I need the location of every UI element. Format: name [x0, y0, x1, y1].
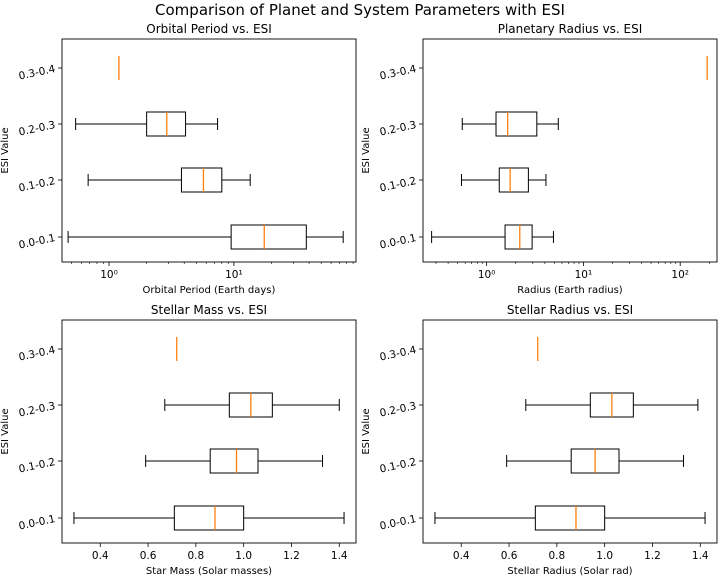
axes-frame [61, 38, 357, 263]
x-tick-label: 1.4 [692, 550, 709, 562]
x-tick-label: 1.4 [331, 550, 348, 562]
x-tick-label: 0.6 [501, 550, 518, 562]
y-tick-label: 0.3-0.4 [18, 63, 57, 83]
y-axis-label: ESI Value [0, 127, 11, 173]
y-tick-label: 0.0-0.1 [379, 513, 418, 532]
x-tick-label: 0.4 [453, 550, 470, 562]
axes-frame [422, 38, 718, 263]
iqr-box [209, 448, 259, 474]
box-0.0-0.1 [67, 224, 344, 250]
y-tick-label: 0.1-0.2 [18, 175, 57, 194]
iqr-box [230, 224, 307, 250]
x-axis-label: Orbital Period (Earth days) [143, 285, 276, 296]
y-axis-label: ESI Value [361, 127, 372, 173]
iqr-box [504, 224, 533, 250]
x-tick-label: 1.0 [596, 550, 613, 562]
subplot-4: 0.4 0.6 0.8 1.0 1.2 1.4 0.0-0.1 0.1-0.2 0.2-0.3 0… [361, 303, 718, 576]
iqr-box [146, 111, 187, 137]
y-tick-label: 0.1-0.2 [379, 456, 418, 475]
box-0.2-0.3 [75, 111, 219, 137]
x-tick-label: 0.6 [140, 550, 157, 562]
x-tick-label: 10¹ [575, 269, 593, 281]
box-0.0-0.1 [431, 224, 554, 250]
x-tick-label: 1.2 [283, 550, 300, 562]
y-tick-label: 0.2-0.3 [379, 400, 418, 419]
iqr-box [173, 505, 245, 531]
x-axis-label: Stellar Radius (Solar rad) [507, 566, 632, 576]
x-tick-label: 1.0 [235, 550, 252, 562]
y-tick-label: 0.2-0.3 [379, 119, 418, 138]
axes-frame [422, 319, 718, 544]
y-tick-label: 0.0-0.1 [18, 513, 57, 532]
x-tick-label: 1.2 [644, 550, 661, 562]
box-0.0-0.1 [73, 505, 345, 531]
subplot-title: Planetary Radius vs. ESI [498, 22, 643, 36]
x-tick-label: 0.8 [188, 550, 205, 562]
x-axis-label: Star Mass (Solar masses) [146, 566, 272, 576]
box-0.1-0.2 [506, 448, 685, 474]
y-tick-label: 0.1-0.2 [379, 175, 418, 194]
iqr-box [534, 505, 606, 531]
y-tick-label: 0.3-0.4 [18, 344, 57, 364]
x-tick-label: 10² [671, 269, 689, 281]
box-0.1-0.2 [461, 167, 547, 193]
y-tick-label: 0.3-0.4 [379, 344, 418, 364]
x-tick-label: 0.4 [92, 550, 109, 562]
y-tick-label: 0.0-0.1 [379, 232, 418, 251]
x-tick-label: 10¹ [225, 269, 243, 281]
y-axis-label: ESI Value [361, 408, 372, 454]
figure-title: Comparison of Planet and System Paramete… [155, 1, 565, 19]
subplot-title: Stellar Radius vs. ESI [507, 303, 633, 317]
x-tick-label: 10⁰ [478, 269, 496, 281]
box-0.1-0.2 [87, 167, 251, 193]
subplot-title: Orbital Period vs. ESI [146, 22, 272, 36]
y-tick-label: 0.0-0.1 [18, 232, 57, 251]
subplot-2: 10⁰ 10¹ 10² 0.0-0.1 0.1-0.2 0.2-0.3 0.3-0.4 Pla… [361, 22, 718, 296]
axes-frame [61, 319, 357, 544]
iqr-box [498, 167, 529, 193]
y-axis-label: ESI Value [0, 408, 11, 454]
subplot-title: Stellar Mass vs. ESI [151, 303, 267, 317]
box-0.2-0.3 [525, 392, 699, 418]
y-tick-label: 0.3-0.4 [379, 63, 418, 83]
box-0.2-0.3 [461, 111, 559, 137]
subplot-1: 10⁰ 10¹ 0.0-0.1 0.1-0.2 0.2-0.3 0.3-0.4 Orbita… [0, 22, 357, 296]
x-axis-label: Radius (Earth radius) [517, 285, 623, 296]
subplot-3: 0.4 0.6 0.8 1.0 1.2 1.4 0.0-0.1 0.1-0.2 0.2-0.3 0… [0, 303, 357, 576]
box-0.0-0.1 [434, 505, 706, 531]
box-0.2-0.3 [164, 392, 340, 418]
x-tick-label: 10⁰ [100, 269, 118, 281]
y-tick-label: 0.2-0.3 [18, 119, 57, 138]
y-tick-label: 0.1-0.2 [18, 456, 57, 475]
iqr-box [495, 111, 538, 137]
y-tick-label: 0.2-0.3 [18, 400, 57, 419]
x-tick-label: 0.8 [549, 550, 566, 562]
box-0.1-0.2 [145, 448, 324, 474]
iqr-box [180, 167, 223, 193]
